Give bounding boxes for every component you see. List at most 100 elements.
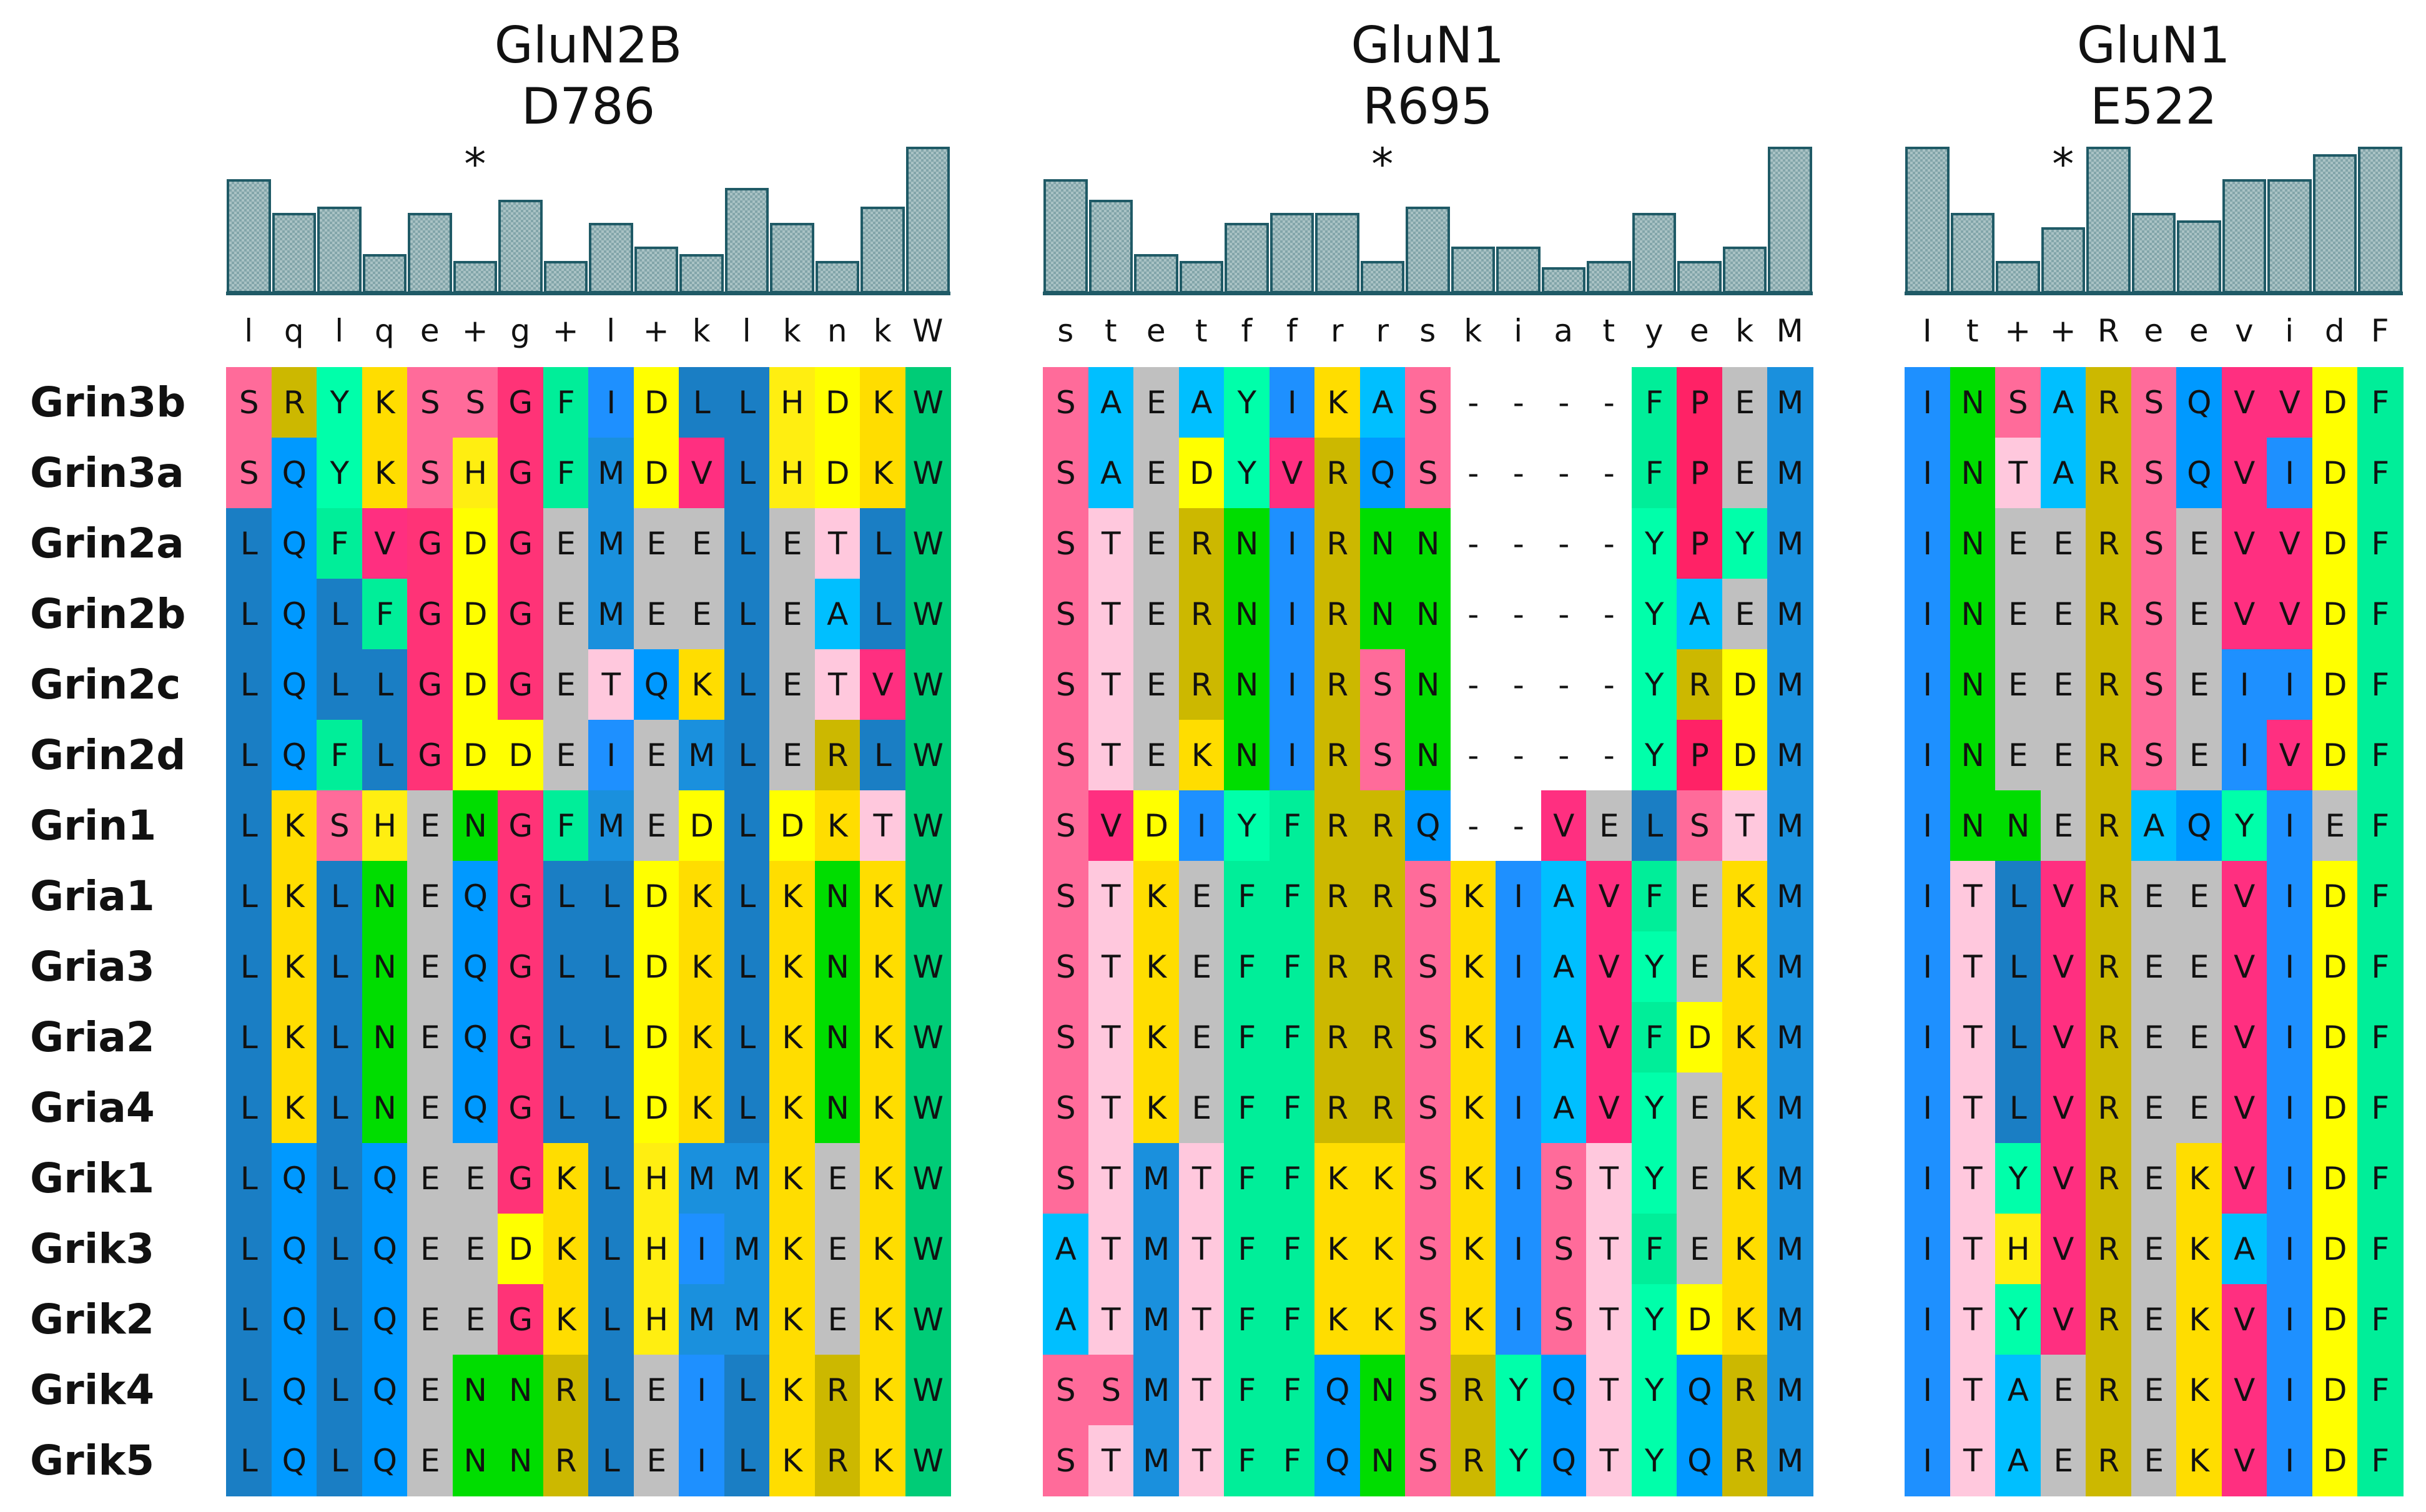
alignment-residue: E bbox=[1677, 931, 1723, 1003]
alignment-residue: S bbox=[407, 367, 453, 438]
alignment-residue: N bbox=[362, 1073, 408, 1144]
alignment-residue: K bbox=[1450, 1284, 1496, 1355]
alignment-residue: S bbox=[2131, 508, 2177, 579]
alignment-residue: N bbox=[498, 1355, 544, 1426]
alignment-residue: I bbox=[1496, 861, 1542, 932]
alignment-residue: I bbox=[679, 1355, 725, 1426]
conservation-bar bbox=[2041, 227, 2085, 293]
panel-title-residue: E522 bbox=[2090, 77, 2217, 135]
conservation-bar bbox=[1677, 261, 1722, 293]
alignment-gap: - bbox=[1450, 579, 1496, 650]
alignment-residue: F bbox=[1224, 861, 1270, 932]
alignment-residue: E bbox=[1178, 931, 1225, 1003]
conservation-bar bbox=[453, 261, 497, 293]
alignment-residue: E bbox=[2176, 861, 2222, 932]
alignment-residue: F bbox=[1631, 1214, 1677, 1285]
alignment-residue: T bbox=[1950, 1425, 1996, 1496]
alignment-residue: W bbox=[905, 508, 951, 579]
alignment-residue: K bbox=[814, 790, 860, 862]
alignment-residue: E bbox=[2131, 1143, 2177, 1214]
alignment-gap: - bbox=[1450, 720, 1496, 791]
alignment-residue: L bbox=[724, 508, 770, 579]
alignment-residue: S bbox=[317, 790, 363, 862]
alignment-gap: - bbox=[1450, 790, 1496, 862]
alignment-residue: L bbox=[226, 1073, 272, 1144]
alignment-residue: R bbox=[1178, 579, 1225, 650]
alignment-residue: W bbox=[905, 720, 951, 791]
conservation-baseline bbox=[1905, 292, 2403, 295]
conservation-baseline bbox=[226, 292, 950, 295]
sequence-name-grik2: Grik2 bbox=[30, 1295, 155, 1343]
panel-title-protein: GluN2B bbox=[494, 16, 683, 74]
alignment-residue: E bbox=[2176, 1002, 2222, 1073]
alignment-residue: E bbox=[1133, 579, 1180, 650]
alignment-residue: K bbox=[1133, 1002, 1180, 1073]
alignment-residue: F bbox=[1269, 931, 1315, 1003]
alignment-gap: - bbox=[1496, 649, 1542, 720]
alignment-residue: D bbox=[814, 438, 860, 509]
panel-title-protein: GluN1 bbox=[2076, 16, 2231, 74]
alignment-residue: I bbox=[679, 1214, 725, 1285]
alignment-residue: L bbox=[724, 1425, 770, 1496]
alignment-residue: F bbox=[1269, 1002, 1315, 1073]
alignment-residue: A bbox=[1178, 367, 1225, 438]
alignment-residue: E bbox=[543, 649, 589, 720]
alignment-residue: S bbox=[2131, 579, 2177, 650]
alignment-residue: L bbox=[724, 1002, 770, 1073]
alignment-residue: M bbox=[1767, 1002, 1813, 1073]
alignment-residue: I bbox=[1269, 720, 1315, 791]
consensus-residue: + bbox=[2049, 313, 2076, 349]
alignment-residue: R bbox=[1359, 931, 1406, 1003]
consensus-residue: i bbox=[2285, 313, 2294, 349]
alignment-residue: N bbox=[1359, 1355, 1406, 1426]
alignment-residue: F bbox=[1224, 1284, 1270, 1355]
sequence-name-grin1: Grin1 bbox=[30, 802, 157, 850]
alignment-residue: E bbox=[2040, 508, 2086, 579]
alignment-residue: V bbox=[2221, 861, 2267, 932]
alignment-residue: T bbox=[1950, 1214, 1996, 1285]
alignment-residue: E bbox=[2131, 1214, 2177, 1285]
alignment-residue: N bbox=[1405, 579, 1451, 650]
alignment-residue: V bbox=[2267, 367, 2313, 438]
alignment-residue: L bbox=[226, 1425, 272, 1496]
consensus-residue: r bbox=[1330, 313, 1344, 349]
alignment-residue: L bbox=[317, 1284, 363, 1355]
alignment-residue: V bbox=[2040, 1284, 2086, 1355]
alignment-residue: V bbox=[1541, 790, 1587, 862]
alignment-residue: N bbox=[1950, 649, 1996, 720]
alignment-residue: I bbox=[1269, 508, 1315, 579]
alignment-residue: S bbox=[1043, 720, 1089, 791]
alignment-residue: A bbox=[1359, 367, 1406, 438]
alignment-residue: D bbox=[2312, 931, 2358, 1003]
alignment-residue: K bbox=[543, 1214, 589, 1285]
alignment-residue: Q bbox=[2176, 438, 2222, 509]
alignment-residue: A bbox=[1088, 367, 1134, 438]
alignment-residue: T bbox=[1088, 931, 1134, 1003]
conservation-bar bbox=[1406, 207, 1450, 293]
alignment-residue: T bbox=[814, 508, 860, 579]
conservation-bar bbox=[1088, 199, 1133, 293]
alignment-residue: K bbox=[860, 1143, 906, 1214]
alignment-residue: M bbox=[1133, 1143, 1180, 1214]
alignment-residue: E bbox=[2040, 649, 2086, 720]
alignment-residue: T bbox=[1178, 1355, 1225, 1426]
alignment-residue: K bbox=[860, 931, 906, 1003]
consensus-residue: s bbox=[1419, 313, 1436, 349]
alignment-residue: E bbox=[1995, 579, 2041, 650]
alignment-residue: R bbox=[2086, 931, 2132, 1003]
alignment-residue: M bbox=[588, 508, 634, 579]
alignment-residue: G bbox=[407, 508, 453, 579]
alignment-residue: W bbox=[905, 649, 951, 720]
conservation-bar bbox=[2177, 220, 2221, 293]
alignment-residue: R bbox=[1314, 1073, 1361, 1144]
alignment-residue: Y bbox=[1631, 1073, 1677, 1144]
alignment-residue: Q bbox=[271, 438, 317, 509]
alignment-residue: K bbox=[679, 1073, 725, 1144]
highlighted-position-star: * bbox=[2052, 139, 2074, 190]
alignment-residue: N bbox=[498, 1425, 544, 1496]
alignment-residue: R bbox=[2086, 1002, 2132, 1073]
alignment-residue: Q bbox=[1677, 1425, 1723, 1496]
alignment-residue: R bbox=[1359, 790, 1406, 862]
alignment-residue: L bbox=[226, 579, 272, 650]
alignment-residue: A bbox=[1043, 1284, 1089, 1355]
